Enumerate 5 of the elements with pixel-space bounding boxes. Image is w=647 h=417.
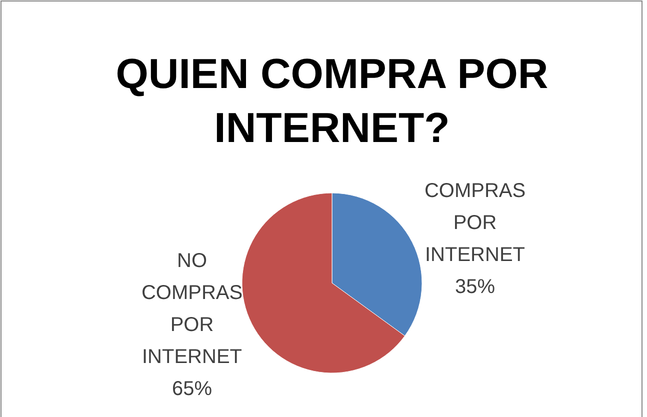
slice-label: NO COMPRAS POR INTERNET [141,250,243,368]
data-label: 35% [454,276,496,298]
data-label: 65% [172,378,212,400]
chart-title: QUIEN COMPRA POR INTERNET? [116,50,548,151]
slice-label: COMPRAS POR INTERNET [424,180,526,266]
